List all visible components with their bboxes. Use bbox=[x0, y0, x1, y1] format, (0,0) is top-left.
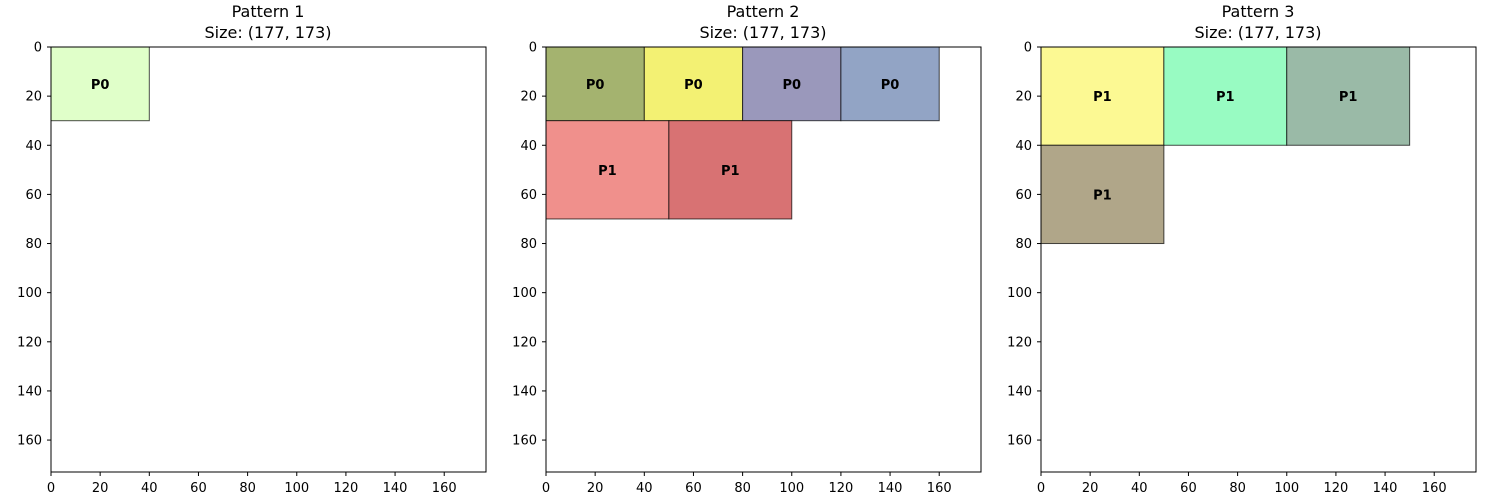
rect-label-3-3: P1 bbox=[1339, 90, 1358, 105]
chart-title-2: Pattern 2 bbox=[727, 2, 800, 21]
plot-area-3: P1 P1 P1 P1 0 20 40 60 80 100 120 140 160 0 20 40 60 80 10… bbox=[1007, 41, 1477, 496]
rect-label-2-1: P0 bbox=[586, 78, 605, 93]
y-tick-label-2-160: 160 bbox=[512, 434, 537, 449]
y-tick-label-1-100: 100 bbox=[17, 286, 42, 301]
y-tick-label-3-140: 140 bbox=[1007, 384, 1032, 399]
x-tick-label-1-80: 80 bbox=[239, 481, 256, 496]
bar-rect-2-4 bbox=[840, 46, 940, 122]
x-tick-label-1-40: 40 bbox=[141, 481, 158, 496]
y-tick-label-3-40: 40 bbox=[1015, 139, 1032, 154]
y-tick-label-3-80: 80 bbox=[1015, 237, 1032, 252]
y-tick-label-1-0: 0 bbox=[34, 41, 42, 56]
x-tick-label-1-0: 0 bbox=[47, 481, 55, 496]
x-tick-label-3-140: 140 bbox=[1373, 481, 1398, 496]
x-tick-label-2-20: 20 bbox=[587, 481, 604, 496]
y-tick-label-1-60: 60 bbox=[25, 188, 42, 203]
x-tick-label-3-40: 40 bbox=[1131, 481, 1148, 496]
plot-area-2: P0 P0 P0 P0 P1 P1 0 20 40 60 80 100 120 140 160 0 20 40 60… bbox=[512, 41, 982, 496]
x-tick-label-1-160: 160 bbox=[432, 481, 457, 496]
y-tick-label-2-60: 60 bbox=[520, 188, 537, 203]
y-tick-label-2-80: 80 bbox=[520, 237, 537, 252]
chart-title-3: Pattern 3 bbox=[1222, 2, 1295, 21]
bar-rect-3-2 bbox=[1163, 46, 1288, 146]
axes-frame-2 bbox=[545, 46, 982, 473]
chart-panel-1: Pattern 1 Size: (177, 173) P0 0 20 40 60 80 10… bbox=[17, 2, 487, 496]
x-tick-label-2-100: 100 bbox=[779, 481, 804, 496]
x-tick-label-3-60: 60 bbox=[1180, 481, 1197, 496]
axes-frame-1 bbox=[50, 46, 487, 473]
rect-label-3-2: P1 bbox=[1216, 90, 1235, 105]
x-tick-label-2-120: 120 bbox=[829, 481, 854, 496]
rect-label-2-2: P0 bbox=[684, 78, 703, 93]
bar-rect-3-1 bbox=[1040, 46, 1165, 146]
x-tick-label-1-20: 20 bbox=[92, 481, 109, 496]
bar-rect-2-5 bbox=[545, 120, 670, 220]
rect-label-3-4: P1 bbox=[1093, 188, 1112, 203]
x-tick-label-1-140: 140 bbox=[383, 481, 408, 496]
x-tick-label-1-120: 120 bbox=[334, 481, 359, 496]
x-tick-label-2-160: 160 bbox=[927, 481, 952, 496]
rect-label-3-1: P1 bbox=[1093, 90, 1112, 105]
x-tick-label-2-0: 0 bbox=[542, 481, 550, 496]
plot-area-1: P0 0 20 40 60 80 100 120 140 160 0 20 40 60 80 100 120 14… bbox=[17, 41, 487, 496]
y-tick-label-1-20: 20 bbox=[25, 90, 42, 105]
bar-rect-2-1 bbox=[545, 46, 645, 122]
x-tick-label-2-140: 140 bbox=[878, 481, 903, 496]
chart-subtitle-1: Size: (177, 173) bbox=[204, 23, 331, 42]
y-tick-label-2-140: 140 bbox=[512, 384, 537, 399]
y-tick-label-2-40: 40 bbox=[520, 139, 537, 154]
rect-label-1-1: P0 bbox=[91, 78, 110, 93]
y-tick-label-1-140: 140 bbox=[17, 384, 42, 399]
bar-rect-3-4 bbox=[1040, 144, 1165, 245]
axes-frame-3 bbox=[1040, 46, 1477, 473]
chart-subtitle-2: Size: (177, 173) bbox=[699, 23, 826, 42]
y-tick-label-2-20: 20 bbox=[520, 90, 537, 105]
x-tick-label-3-120: 120 bbox=[1324, 481, 1349, 496]
y-tick-label-3-60: 60 bbox=[1015, 188, 1032, 203]
y-tick-label-3-100: 100 bbox=[1007, 286, 1032, 301]
y-tick-label-3-120: 120 bbox=[1007, 335, 1032, 350]
x-tick-label-2-60: 60 bbox=[685, 481, 702, 496]
bar-rect-3-3 bbox=[1286, 46, 1411, 146]
rect-label-2-5: P1 bbox=[598, 164, 617, 179]
bar-rect-2-6 bbox=[668, 120, 793, 220]
x-tick-label-1-60: 60 bbox=[190, 481, 207, 496]
x-tick-label-3-0: 0 bbox=[1037, 481, 1045, 496]
x-tick-label-1-100: 100 bbox=[284, 481, 309, 496]
x-tick-label-3-160: 160 bbox=[1422, 481, 1447, 496]
y-tick-label-2-100: 100 bbox=[512, 286, 537, 301]
y-tick-label-1-120: 120 bbox=[17, 335, 42, 350]
x-tick-label-2-80: 80 bbox=[734, 481, 751, 496]
x-tick-label-2-40: 40 bbox=[636, 481, 653, 496]
bar-rect-2-2 bbox=[643, 46, 744, 122]
y-tick-label-2-120: 120 bbox=[512, 335, 537, 350]
x-tick-label-3-80: 80 bbox=[1229, 481, 1246, 496]
x-tick-label-3-100: 100 bbox=[1274, 481, 1299, 496]
chart-title-1: Pattern 1 bbox=[232, 2, 305, 21]
y-tick-label-1-40: 40 bbox=[25, 139, 42, 154]
bar-rect-2-3 bbox=[742, 46, 842, 122]
rect-label-2-4: P0 bbox=[881, 78, 900, 93]
chart-subtitle-3: Size: (177, 173) bbox=[1194, 23, 1321, 42]
y-tick-label-3-0: 0 bbox=[1024, 41, 1032, 56]
y-tick-label-2-0: 0 bbox=[529, 41, 537, 56]
rect-label-2-3: P0 bbox=[782, 78, 801, 93]
y-tick-label-3-160: 160 bbox=[1007, 434, 1032, 449]
chart-panel-2: Pattern 2 Size: (177, 173) P0 P0 P0 P0 P1 P1 0… bbox=[512, 2, 982, 496]
y-tick-label-1-160: 160 bbox=[17, 434, 42, 449]
chart-panel-3: Pattern 3 Size: (177, 173) P1 P1 P1 P1 0 20 40… bbox=[1007, 2, 1477, 496]
rect-label-2-6: P1 bbox=[721, 164, 740, 179]
y-tick-label-3-20: 20 bbox=[1015, 90, 1032, 105]
x-tick-label-3-20: 20 bbox=[1082, 481, 1099, 496]
y-tick-label-1-80: 80 bbox=[25, 237, 42, 252]
